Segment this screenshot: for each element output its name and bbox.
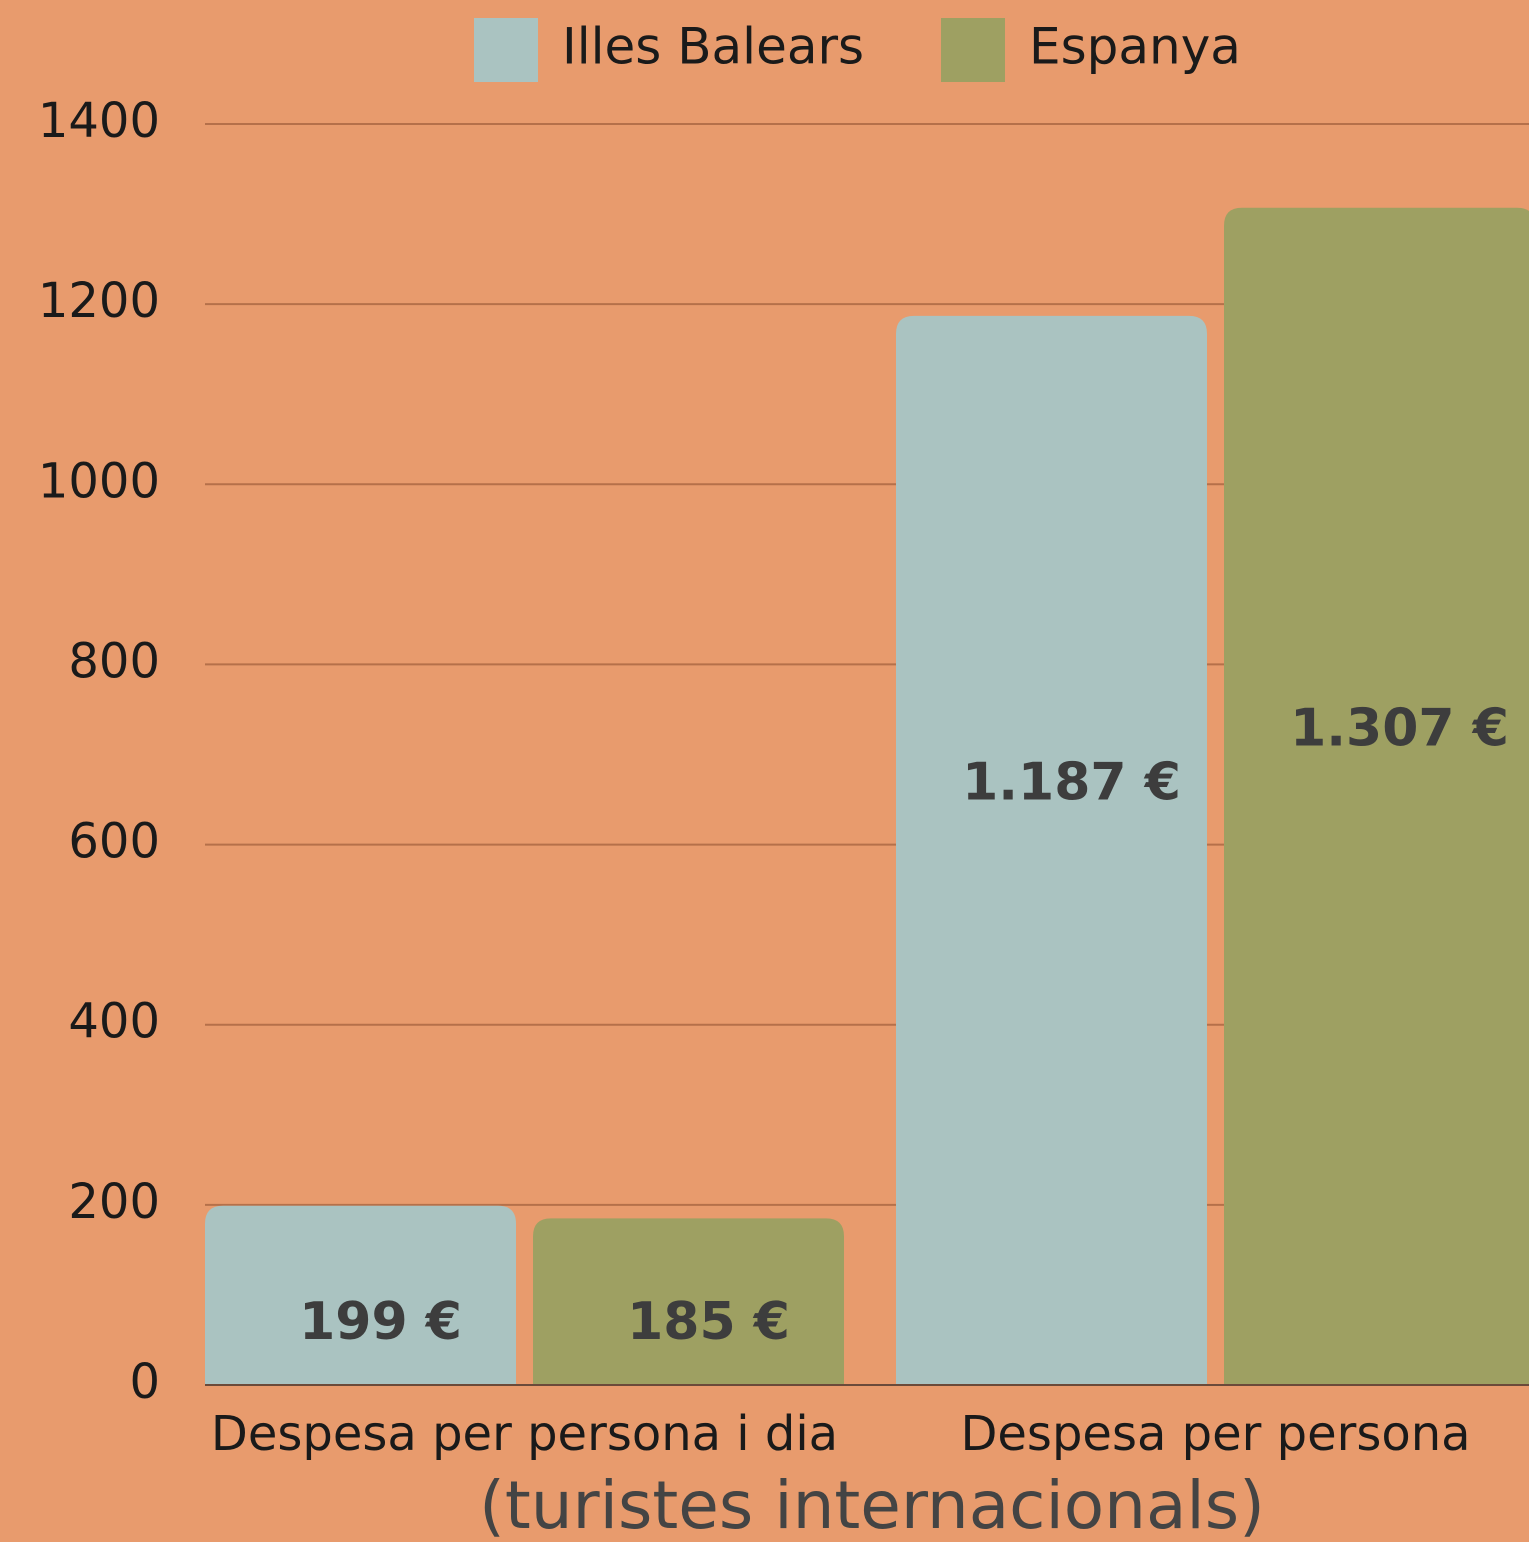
- y-tick-label: 1000: [38, 453, 160, 509]
- x-axis-label: (turistes internacionals): [479, 1467, 1265, 1542]
- y-tick-label: 200: [68, 1174, 160, 1230]
- data-label: 185 €: [627, 1292, 790, 1352]
- x-tick-label: Despesa per persona: [960, 1406, 1470, 1462]
- legend-swatch: [474, 18, 538, 82]
- y-tick-label: 600: [68, 814, 160, 870]
- legend-label: Illes Balears: [562, 18, 864, 76]
- legend-label: Espanya: [1029, 18, 1241, 76]
- y-tick-label: 800: [68, 633, 160, 689]
- bar: [896, 315, 1207, 1385]
- data-label: 1.307 €: [1290, 698, 1509, 758]
- y-tick-label: 0: [129, 1354, 160, 1410]
- bar: [1224, 207, 1529, 1385]
- bar: [533, 1218, 844, 1385]
- data-label: 199 €: [299, 1292, 462, 1352]
- y-tick-label: 1400: [38, 93, 160, 149]
- bar: [205, 1205, 516, 1385]
- data-label: 1.187 €: [962, 752, 1181, 812]
- y-tick-label: 1200: [38, 273, 160, 329]
- x-tick-label: Despesa per persona i dia: [211, 1406, 838, 1462]
- y-tick-label: 400: [68, 994, 160, 1050]
- legend-swatch: [941, 18, 1005, 82]
